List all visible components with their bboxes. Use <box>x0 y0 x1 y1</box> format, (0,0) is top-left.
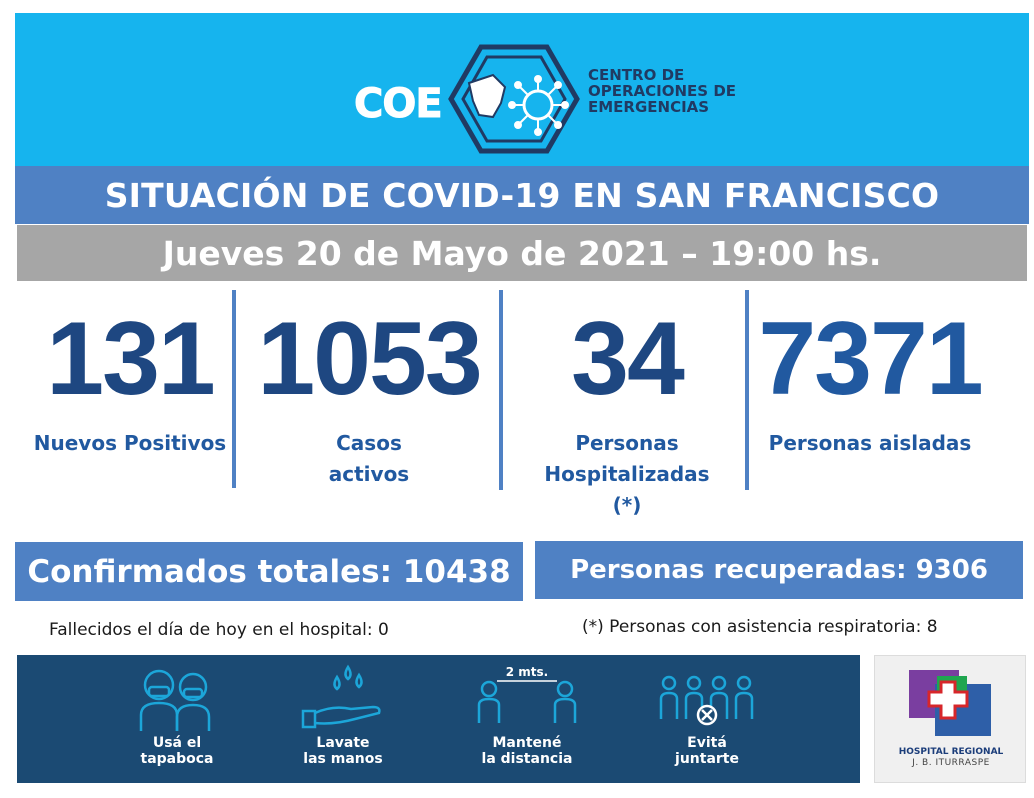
stat-new-positives: 131 Nuevos Positivos <box>30 300 230 459</box>
stat-label-line: Personas aisladas <box>768 431 972 455</box>
date-bar: Jueves 20 de Mayo de 2021 – 19:00 hs. <box>17 225 1027 281</box>
distance-icon <box>477 680 577 723</box>
tip-label-line: la distancia <box>481 751 573 767</box>
stat-value: 131 <box>46 301 216 417</box>
distance-label: 2 mts. <box>505 665 549 679</box>
stat-label-line: Nuevos Positivos <box>33 431 227 455</box>
hospital-name-line: J. B. ITURRASPE <box>912 758 990 768</box>
stat-label: Casos activos <box>240 428 498 490</box>
stat-isolated: 7371 Personas aisladas <box>752 300 988 459</box>
stat-hospitalized: 34 Personas Hospitalizadas (*) <box>508 300 746 521</box>
tip-label-line: Lavate <box>316 735 370 751</box>
logo-line: OPERACIONES DE <box>588 82 737 100</box>
stat-label-line: Casos <box>336 431 402 455</box>
tip-label-line: Evitá <box>687 735 727 751</box>
stat-value: 7371 <box>758 301 983 417</box>
stat-label: Personas Hospitalizadas (*) <box>508 428 746 521</box>
tip-distance: 2 mts. Mantené la distancia <box>437 655 617 783</box>
recovered-total-box: Personas recuperadas: 9306 <box>535 541 1023 599</box>
tip-label: Usá el tapaboca <box>87 735 267 767</box>
mask-icon <box>139 669 211 731</box>
tip-label-line: las manos <box>303 751 383 767</box>
deaths-note: Fallecidos el día de hoy en el hospital:… <box>49 620 389 640</box>
tip-label-line: Usá el <box>152 735 202 751</box>
stat-value: 34 <box>571 301 685 417</box>
hospital-name-line: HOSPITAL REGIONAL <box>898 747 1004 757</box>
tip-label: Lavate las manos <box>253 735 433 767</box>
tip-label-line: Mantené <box>492 735 562 751</box>
tip-label: Mantené la distancia <box>437 735 617 767</box>
confirmed-total: Confirmados totales: 10438 <box>27 553 511 590</box>
page-title: SITUACIÓN DE COVID-19 EN SAN FRANCISCO <box>104 175 940 215</box>
handwash-icon <box>301 664 381 729</box>
stat-label-line: (*) <box>612 493 642 517</box>
hospital-logo: HOSPITAL REGIONAL J. B. ITURRASPE <box>874 655 1026 783</box>
recovered-total: Personas recuperadas: 9306 <box>570 555 988 585</box>
report-date: Jueves 20 de Mayo de 2021 – 19:00 hs. <box>162 233 882 273</box>
stat-divider <box>745 290 749 490</box>
coe-logo: COE CENTRO DE OPERACIONES DE EMERGENCIAS <box>340 43 780 158</box>
tip-label: Evitá juntarte <box>617 735 797 767</box>
stat-label: Personas aisladas <box>752 428 988 459</box>
hospital-cross-icon <box>909 670 991 736</box>
stat-label: Nuevos Positivos <box>30 428 230 459</box>
tip-handwash: Lavate las manos <box>253 655 433 783</box>
hospital-name: HOSPITAL REGIONAL J. B. ITURRASPE <box>875 747 1027 769</box>
logo-line: CENTRO DE <box>588 66 685 84</box>
confirmed-total-box: Confirmados totales: 10438 <box>15 542 523 601</box>
stat-label-line: Personas <box>575 431 679 455</box>
logo-name: CENTRO DE OPERACIONES DE EMERGENCIAS <box>588 67 778 115</box>
stat-label-line: Hospitalizadas <box>544 462 710 486</box>
stat-value: 1053 <box>257 301 482 417</box>
stat-label-line: activos <box>328 462 410 486</box>
stat-divider <box>232 290 236 488</box>
no-gathering-icon <box>659 675 754 726</box>
prevention-tips: Usá el tapaboca Lavate las manos <box>17 655 860 783</box>
stat-divider <box>499 290 503 490</box>
tip-label-line: tapaboca <box>140 751 214 767</box>
logo-acronym: COE <box>354 81 444 128</box>
title-bar: SITUACIÓN DE COVID-19 EN SAN FRANCISCO <box>15 166 1029 224</box>
tip-label-line: juntarte <box>675 751 739 767</box>
respiratory-note: (*) Personas con asistencia respiratoria… <box>582 617 938 637</box>
header-banner: COE CENTRO DE OPERACIONES DE EMERGENCIAS <box>15 13 1029 166</box>
tip-mask: Usá el tapaboca <box>87 655 267 783</box>
logo-line: EMERGENCIAS <box>588 98 710 116</box>
tip-no-gathering: Evitá juntarte <box>617 655 797 783</box>
hexagon-virus-icon <box>448 44 580 154</box>
stat-active-cases: 1053 Casos activos <box>240 300 498 490</box>
